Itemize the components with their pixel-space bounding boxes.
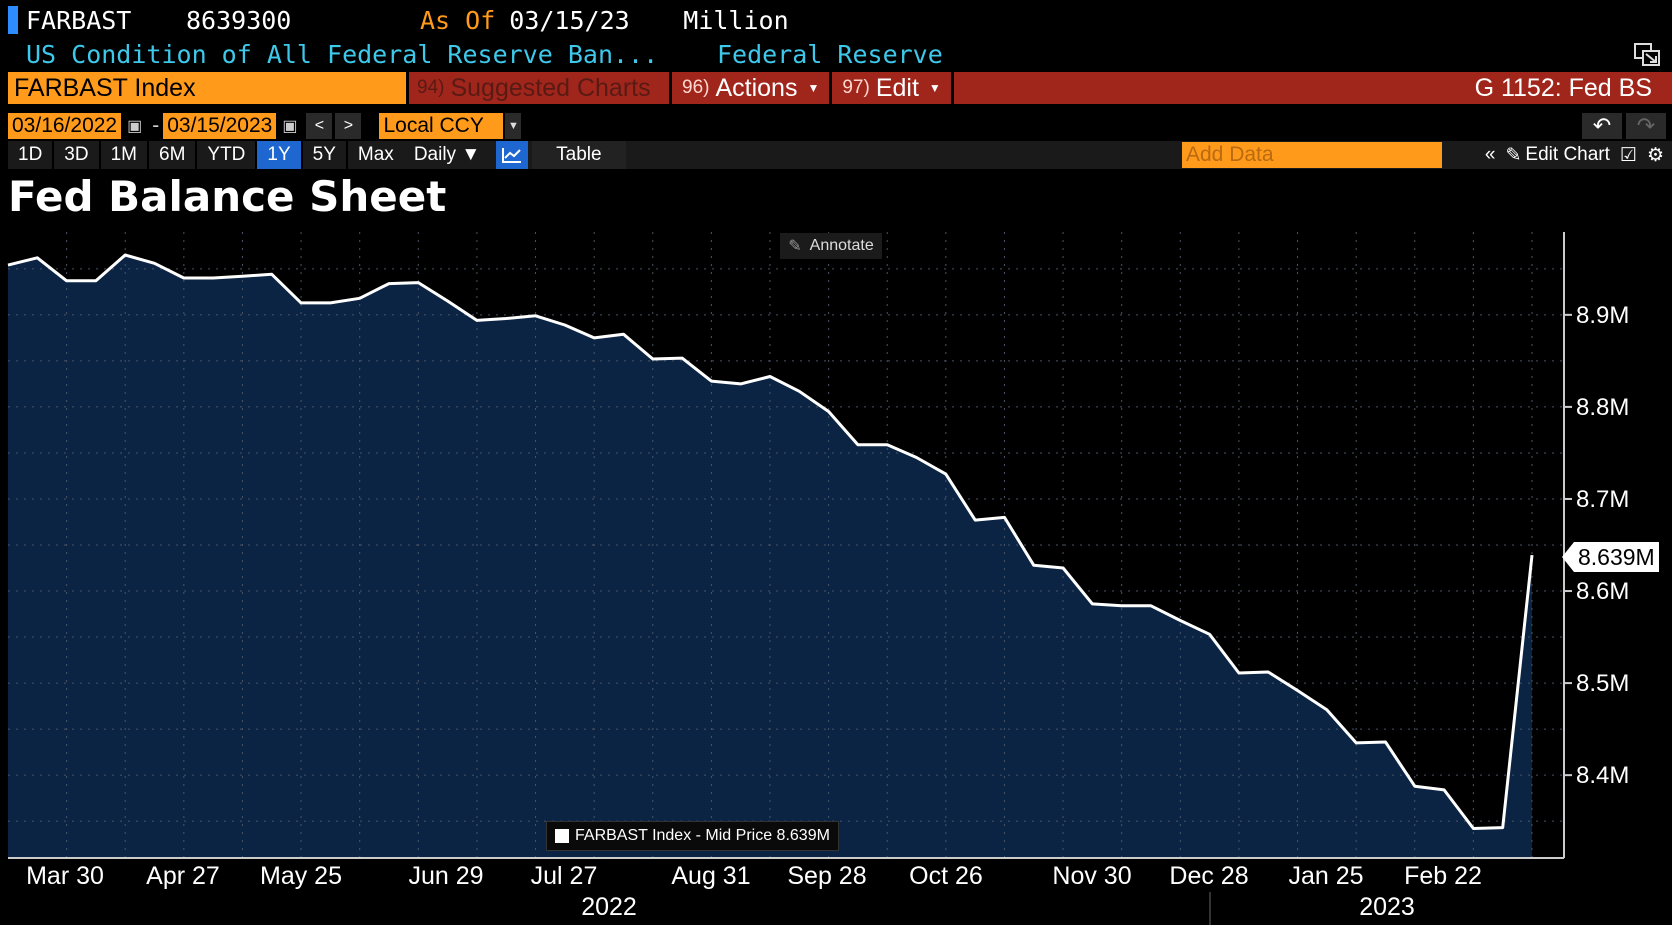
security-description-row: US Condition of All Federal Reserve Ban.… bbox=[26, 38, 943, 70]
date-range-bar: 03/16/2022 ▣ - 03/15/2023 ▣ < > Local CC… bbox=[8, 112, 1672, 140]
chart-toolbar: 1D 3D 1M 6M YTD 1Y 5Y Max Daily ▼ Table Add Dat… bbox=[8, 141, 1672, 169]
x-tick-label: Mar 30 bbox=[26, 862, 104, 890]
period-button-3d[interactable]: 3D bbox=[64, 144, 89, 165]
checkbox-edit-icon[interactable]: ☑ bbox=[1619, 144, 1637, 166]
pencil-icon: ✎ bbox=[788, 238, 802, 255]
y-tick-label: 8.4M bbox=[1576, 762, 1629, 789]
x-tick-label: Jul 27 bbox=[531, 862, 598, 890]
toolbar-separator bbox=[255, 141, 258, 169]
table-view-button[interactable]: Table bbox=[532, 141, 626, 169]
last-value: 8639300 bbox=[186, 5, 292, 35]
annotate-label: Annotate bbox=[809, 237, 874, 254]
suggested-charts-number: 94) bbox=[417, 77, 445, 98]
period-button-ytd[interactable]: YTD bbox=[207, 144, 246, 165]
x-tick-label: Dec 28 bbox=[1169, 862, 1248, 890]
y-tick-label: 8.7M bbox=[1576, 486, 1629, 513]
as-of-date: 03/15/23 bbox=[509, 5, 630, 35]
edit-label: Edit bbox=[875, 73, 919, 102]
legend-swatch bbox=[555, 829, 569, 843]
pencil-icon[interactable]: ✎ bbox=[1505, 144, 1522, 166]
period-button-6m[interactable]: 6M bbox=[159, 144, 186, 165]
focus-indicator bbox=[8, 6, 18, 34]
toolbar-separator bbox=[300, 141, 303, 169]
period-button-1d[interactable]: 1D bbox=[18, 144, 43, 165]
units-label: Million bbox=[683, 5, 789, 35]
previous-period-button[interactable]: < bbox=[306, 113, 333, 139]
collapse-icon[interactable]: « bbox=[1484, 144, 1496, 165]
x-tick-label: Jun 29 bbox=[408, 862, 483, 890]
chart-title: Fed Balance Sheet bbox=[8, 172, 447, 221]
ticker-symbol[interactable]: FARBAST bbox=[26, 5, 132, 35]
x-tick-label: Oct 26 bbox=[909, 862, 983, 890]
suggested-charts-label: Suggested Charts bbox=[450, 73, 651, 102]
chevron-down-icon[interactable]: ▼ bbox=[505, 113, 522, 139]
x-tick-label: Apr 27 bbox=[146, 862, 220, 890]
command-bar: FARBAST Index 94) Suggested Charts 96) A… bbox=[8, 72, 1672, 104]
y-tick-label: 8.5M bbox=[1576, 670, 1629, 697]
period-button-1y[interactable]: 1Y bbox=[257, 141, 301, 169]
x-year-label: 2022 bbox=[581, 893, 637, 921]
calendar-icon[interactable]: ▣ bbox=[127, 118, 143, 135]
x-tick-label: May 25 bbox=[260, 862, 342, 890]
end-date-field[interactable]: 03/15/2023 bbox=[163, 113, 277, 139]
series-area bbox=[8, 255, 1532, 858]
security-description: US Condition of All Federal Reserve Ban.… bbox=[26, 39, 659, 69]
undo-icon[interactable]: ↶ bbox=[1582, 113, 1622, 139]
edit-chart-button[interactable]: Edit Chart bbox=[1525, 144, 1610, 165]
series-line bbox=[7, 253, 1534, 830]
x-tick-label: Aug 31 bbox=[671, 862, 750, 890]
period-button-1m[interactable]: 1M bbox=[110, 144, 137, 165]
legend-label: FARBAST Index - Mid Price 8.639M bbox=[575, 827, 830, 844]
currency-select[interactable]: Local CCY bbox=[379, 113, 504, 139]
y-tick-label: 8.8M bbox=[1576, 394, 1629, 421]
actions-menu-button[interactable]: 96) Actions ▼ bbox=[672, 72, 830, 104]
annotate-button[interactable]: ✎ Annotate bbox=[780, 233, 882, 259]
chevron-down-icon: ▼ bbox=[807, 81, 820, 95]
gear-icon[interactable]: ⚙ bbox=[1646, 144, 1664, 166]
date-separator: - bbox=[152, 114, 160, 137]
data-source: Federal Reserve bbox=[717, 39, 943, 69]
chevron-down-icon: ▼ bbox=[928, 81, 941, 95]
start-date-field[interactable]: 03/16/2022 bbox=[8, 113, 122, 139]
period-button-5y[interactable]: 5Y bbox=[312, 144, 336, 165]
toolbar-separator bbox=[195, 141, 198, 169]
page-id: G 1152: Fed BS bbox=[953, 72, 1672, 104]
period-button-max[interactable]: Max bbox=[357, 144, 394, 165]
popout-window-icon[interactable] bbox=[1632, 40, 1662, 68]
calendar-icon[interactable]: ▣ bbox=[282, 118, 298, 135]
x-tick-label: Jan 25 bbox=[1288, 862, 1363, 890]
toolbar-separator bbox=[52, 141, 55, 169]
add-data-input[interactable]: Add Data bbox=[1182, 142, 1442, 168]
edit-number: 97) bbox=[842, 77, 870, 98]
toolbar-separator bbox=[147, 141, 149, 169]
security-command-field[interactable]: FARBAST Index bbox=[8, 72, 406, 104]
toolbar-separator bbox=[98, 141, 101, 169]
y-tick-label: 8.9M bbox=[1576, 302, 1629, 329]
chart-legend[interactable]: FARBAST Index - Mid Price 8.639M bbox=[546, 821, 839, 851]
actions-label: Actions bbox=[715, 73, 798, 102]
actions-number: 96) bbox=[682, 77, 710, 98]
y-tick-label: 8.6M bbox=[1576, 578, 1629, 605]
edit-menu-button[interactable]: 97) Edit ▼ bbox=[832, 72, 951, 104]
x-tick-label: Sep 28 bbox=[787, 862, 866, 890]
x-tick-label: Feb 22 bbox=[1404, 862, 1482, 890]
x-year-label: 2023 bbox=[1359, 893, 1415, 921]
security-header: FARBAST 8639300 As Of 03/15/23 Million bbox=[8, 4, 789, 36]
line-chart-icon[interactable] bbox=[496, 141, 529, 169]
last-value-marker: 8.639M bbox=[1562, 542, 1659, 572]
x-tick-label: Nov 30 bbox=[1052, 862, 1131, 890]
chart-edit-tools: « ✎ Edit Chart ☑ ⚙ bbox=[1475, 141, 1664, 169]
as-of-label: As Of bbox=[420, 5, 496, 35]
next-period-button[interactable]: > bbox=[335, 113, 362, 139]
suggested-charts-button[interactable]: 94) Suggested Charts bbox=[409, 72, 669, 104]
redo-icon[interactable]: ↷ bbox=[1626, 113, 1666, 139]
period-selector: 1D 3D 1M 6M YTD 1Y 5Y Max bbox=[8, 141, 404, 169]
toolbar-separator bbox=[345, 141, 348, 169]
frequency-select[interactable]: Daily ▼ bbox=[413, 144, 481, 165]
